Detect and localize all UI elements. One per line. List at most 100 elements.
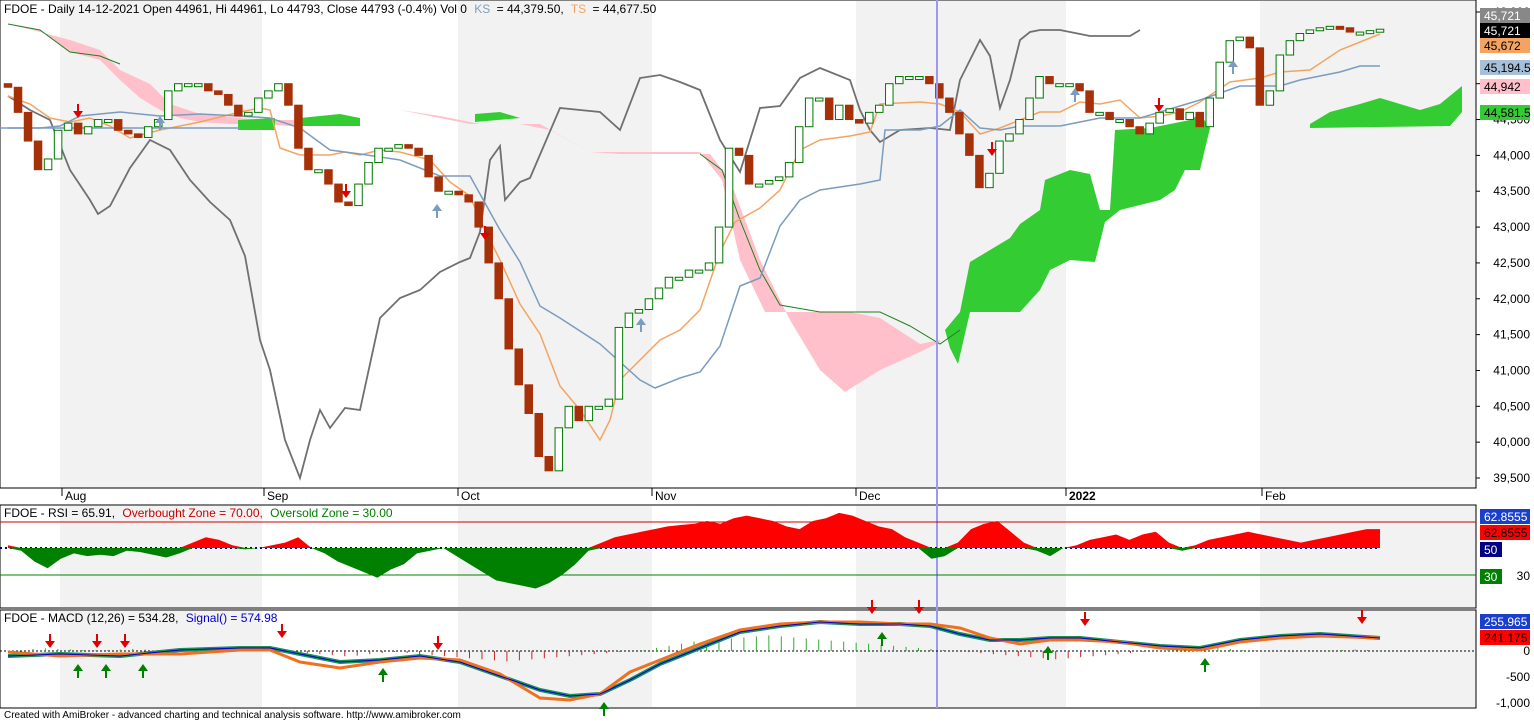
candle-up bbox=[1375, 28, 1385, 33]
arrow-up-head bbox=[101, 664, 111, 671]
candle-down bbox=[1255, 47, 1265, 106]
candle-down bbox=[13, 86, 23, 113]
candle-down bbox=[1195, 111, 1204, 128]
candle-up bbox=[354, 183, 363, 207]
candle-down bbox=[504, 298, 513, 350]
candle-up bbox=[604, 398, 614, 407]
candle-down bbox=[344, 201, 353, 207]
candle-up bbox=[714, 226, 724, 264]
tag-high-text: 45,721 bbox=[1484, 9, 1521, 23]
candle-up bbox=[63, 122, 73, 131]
candle-up bbox=[774, 176, 784, 181]
candle-down bbox=[494, 262, 503, 300]
candle-down bbox=[854, 119, 864, 124]
macd-panel-frame bbox=[0, 609, 1477, 709]
kumo-bearish bbox=[8, 24, 940, 392]
kumo-bullish bbox=[1310, 86, 1462, 128]
candle-up bbox=[594, 405, 604, 410]
month-band bbox=[856, 506, 1066, 607]
candle-down bbox=[1085, 90, 1094, 113]
macd-title: FDOE - MACD (12,26) = 534.28, Signal() =… bbox=[4, 611, 278, 625]
candle-down bbox=[1345, 27, 1355, 33]
candle-down bbox=[1075, 83, 1084, 92]
candle-up bbox=[794, 126, 804, 164]
candle-down bbox=[133, 133, 143, 138]
candle-up bbox=[724, 147, 734, 228]
candle-up bbox=[1025, 97, 1034, 121]
candle-up bbox=[915, 76, 924, 81]
candle-up bbox=[554, 427, 564, 472]
candle-down bbox=[574, 405, 584, 422]
candle-up bbox=[834, 104, 844, 121]
rsi-axis-label: 30 bbox=[1517, 569, 1531, 583]
x-tick-label: Oct bbox=[461, 489, 480, 503]
tag-green-text: 44,581.5 bbox=[1484, 106, 1531, 120]
candle-down bbox=[744, 154, 754, 185]
candle-up bbox=[664, 276, 674, 289]
candle-up bbox=[244, 111, 253, 117]
x-tick-label: 2022 bbox=[1069, 489, 1096, 503]
x-tick-label: Dec bbox=[859, 489, 880, 503]
candle-up bbox=[995, 140, 1004, 174]
y-tick-label: 40,000 bbox=[1493, 435, 1530, 449]
candle-up bbox=[564, 405, 574, 429]
kumo-edge bbox=[7, 23, 121, 65]
candle-down bbox=[824, 97, 834, 121]
candle-up bbox=[1035, 76, 1044, 99]
candle-up bbox=[264, 90, 273, 99]
chikou-span bbox=[7, 29, 1141, 481]
candle-up bbox=[1305, 29, 1315, 35]
candle-up bbox=[754, 183, 764, 188]
candle-up bbox=[704, 262, 714, 271]
macd-panel bbox=[0, 600, 1476, 716]
arrow-up-head bbox=[1228, 60, 1238, 67]
tenkan-sen bbox=[7, 33, 1381, 442]
candle-up bbox=[624, 312, 634, 328]
arrow-down-head bbox=[92, 641, 102, 648]
tag-pink-text: 44,942 bbox=[1484, 80, 1521, 94]
macd-y-label: -1,000 bbox=[1496, 696, 1530, 710]
arrow-up-head bbox=[877, 632, 887, 639]
candle-down bbox=[23, 111, 33, 142]
candle-up bbox=[1065, 83, 1074, 88]
candle-up bbox=[53, 129, 63, 160]
arrow-down-head bbox=[914, 607, 924, 614]
month-band bbox=[60, 506, 262, 607]
tag-rsi-a bbox=[1480, 509, 1530, 524]
y-tick-label: 42,000 bbox=[1493, 292, 1530, 306]
y-tick-label: 40,500 bbox=[1493, 399, 1530, 413]
candle-down bbox=[955, 111, 964, 135]
y-tick-label: 44,000 bbox=[1493, 148, 1530, 162]
candle-up bbox=[163, 90, 173, 121]
candle-up bbox=[764, 179, 774, 185]
candle-up bbox=[1015, 119, 1024, 135]
candle-down bbox=[1125, 119, 1134, 128]
candle-down bbox=[1245, 36, 1255, 49]
price-title: FDOE - Daily 14-12-2021 Open 44961, Hi 4… bbox=[4, 2, 657, 16]
candle-up bbox=[694, 269, 704, 274]
kumo-bullish bbox=[238, 118, 275, 130]
candle-up bbox=[1275, 54, 1285, 92]
candle-up bbox=[314, 169, 323, 174]
tag-green bbox=[1480, 105, 1530, 120]
tag-ks-text: 45,194.5 bbox=[1484, 61, 1531, 75]
candle-down bbox=[234, 104, 243, 117]
rsi-panel-frame bbox=[0, 504, 1477, 609]
candle-down bbox=[224, 93, 233, 106]
tag-rsi-a-text: 62.8555 bbox=[1484, 510, 1528, 524]
candle-up bbox=[1095, 111, 1104, 116]
tag-macd-text: 255.965 bbox=[1484, 615, 1528, 629]
candle-down bbox=[935, 83, 944, 99]
arrow-down-head bbox=[73, 111, 83, 118]
candle-up bbox=[804, 97, 814, 128]
candle-up bbox=[444, 190, 453, 195]
ichimoku-cloud bbox=[7, 23, 1462, 392]
candle-up bbox=[1205, 97, 1215, 128]
tag-close-text: 45,721 bbox=[1484, 24, 1521, 38]
candle-down bbox=[534, 412, 544, 457]
candle-up bbox=[274, 83, 283, 92]
candle-down bbox=[925, 76, 934, 85]
arrow-down-head bbox=[480, 233, 490, 240]
arrow-up-head bbox=[599, 702, 609, 709]
